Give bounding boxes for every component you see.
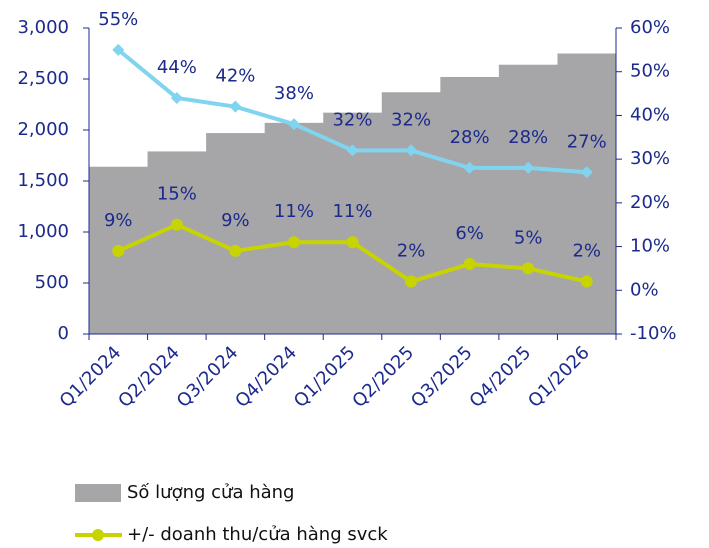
x-tick-label: Q1/2026 — [524, 342, 594, 412]
y2-tick-label: 50% — [630, 61, 670, 82]
line-marker — [463, 161, 476, 174]
line-marker — [170, 218, 183, 231]
y2-tick-label: -10% — [630, 323, 677, 344]
data-label: 9% — [221, 210, 250, 231]
legend-swatch — [75, 484, 121, 502]
line-marker — [580, 275, 593, 288]
line-marker — [112, 244, 125, 257]
data-label: 44% — [157, 57, 197, 78]
bar — [381, 92, 441, 334]
data-label: 32% — [332, 109, 372, 130]
line-marker — [229, 100, 242, 113]
line-marker — [112, 43, 125, 56]
x-tick-label: Q4/2024 — [231, 342, 301, 412]
x-tick-label: Q2/2024 — [114, 342, 184, 412]
line-marker — [463, 258, 476, 271]
line-marker — [287, 118, 300, 131]
data-label: 42% — [215, 66, 255, 87]
x-tick-label: Q1/2025 — [290, 342, 360, 412]
line-marker — [405, 275, 418, 288]
bar — [264, 122, 324, 334]
data-label: 11% — [274, 201, 314, 222]
y-tick-label: 1,500 — [17, 170, 69, 191]
line-marker — [346, 144, 359, 157]
line-marker — [580, 166, 593, 179]
x-tick-label: Q4/2025 — [466, 342, 536, 412]
y-tick-label: 1,000 — [17, 221, 69, 242]
x-tick-label: Q3/2025 — [407, 342, 477, 412]
legend-label: Số lượng cửa hàng — [127, 482, 294, 503]
data-label: 15% — [157, 184, 197, 205]
y-tick-label: 2,500 — [17, 68, 69, 89]
line-marker — [287, 236, 300, 249]
y-tick-label: 500 — [35, 272, 69, 293]
x-tick-label: Q3/2024 — [173, 342, 243, 412]
data-label: 6% — [455, 223, 484, 244]
y-tick-label: 3,000 — [17, 17, 69, 38]
y2-tick-label: 20% — [630, 192, 670, 213]
data-label: 9% — [104, 210, 133, 231]
line-marker — [170, 91, 183, 104]
bar — [206, 133, 266, 334]
y2-tick-label: 30% — [630, 148, 670, 169]
x-tick-label: Q1/2024 — [56, 342, 126, 412]
x-tick-label: Q2/2025 — [348, 342, 418, 412]
bar — [498, 64, 558, 334]
data-label: 38% — [274, 83, 314, 104]
legend-marker — [92, 529, 104, 541]
y2-tick-label: 40% — [630, 104, 670, 125]
data-label: 11% — [332, 201, 372, 222]
bar — [557, 53, 617, 334]
data-label: 2% — [397, 241, 426, 262]
bar — [147, 151, 207, 334]
y2-tick-label: 60% — [630, 17, 670, 38]
data-label: 55% — [98, 9, 138, 30]
line-marker — [405, 144, 418, 157]
data-label: 27% — [567, 131, 607, 152]
data-label: 2% — [572, 241, 601, 262]
data-label: 28% — [508, 127, 548, 148]
y2-tick-label: 10% — [630, 236, 670, 257]
y2-tick-label: 0% — [630, 279, 659, 300]
data-label: 28% — [450, 127, 490, 148]
y-tick-label: 0 — [58, 323, 69, 344]
line-marker — [522, 161, 535, 174]
line-marker — [229, 244, 242, 257]
bar — [440, 76, 500, 335]
legend-label: +/- doanh thu/cửa hàng svck — [127, 524, 388, 545]
data-label: 32% — [391, 109, 431, 130]
line-marker — [346, 236, 359, 249]
line-marker — [522, 262, 535, 275]
y-tick-label: 2,000 — [17, 119, 69, 140]
data-label: 5% — [514, 227, 543, 248]
